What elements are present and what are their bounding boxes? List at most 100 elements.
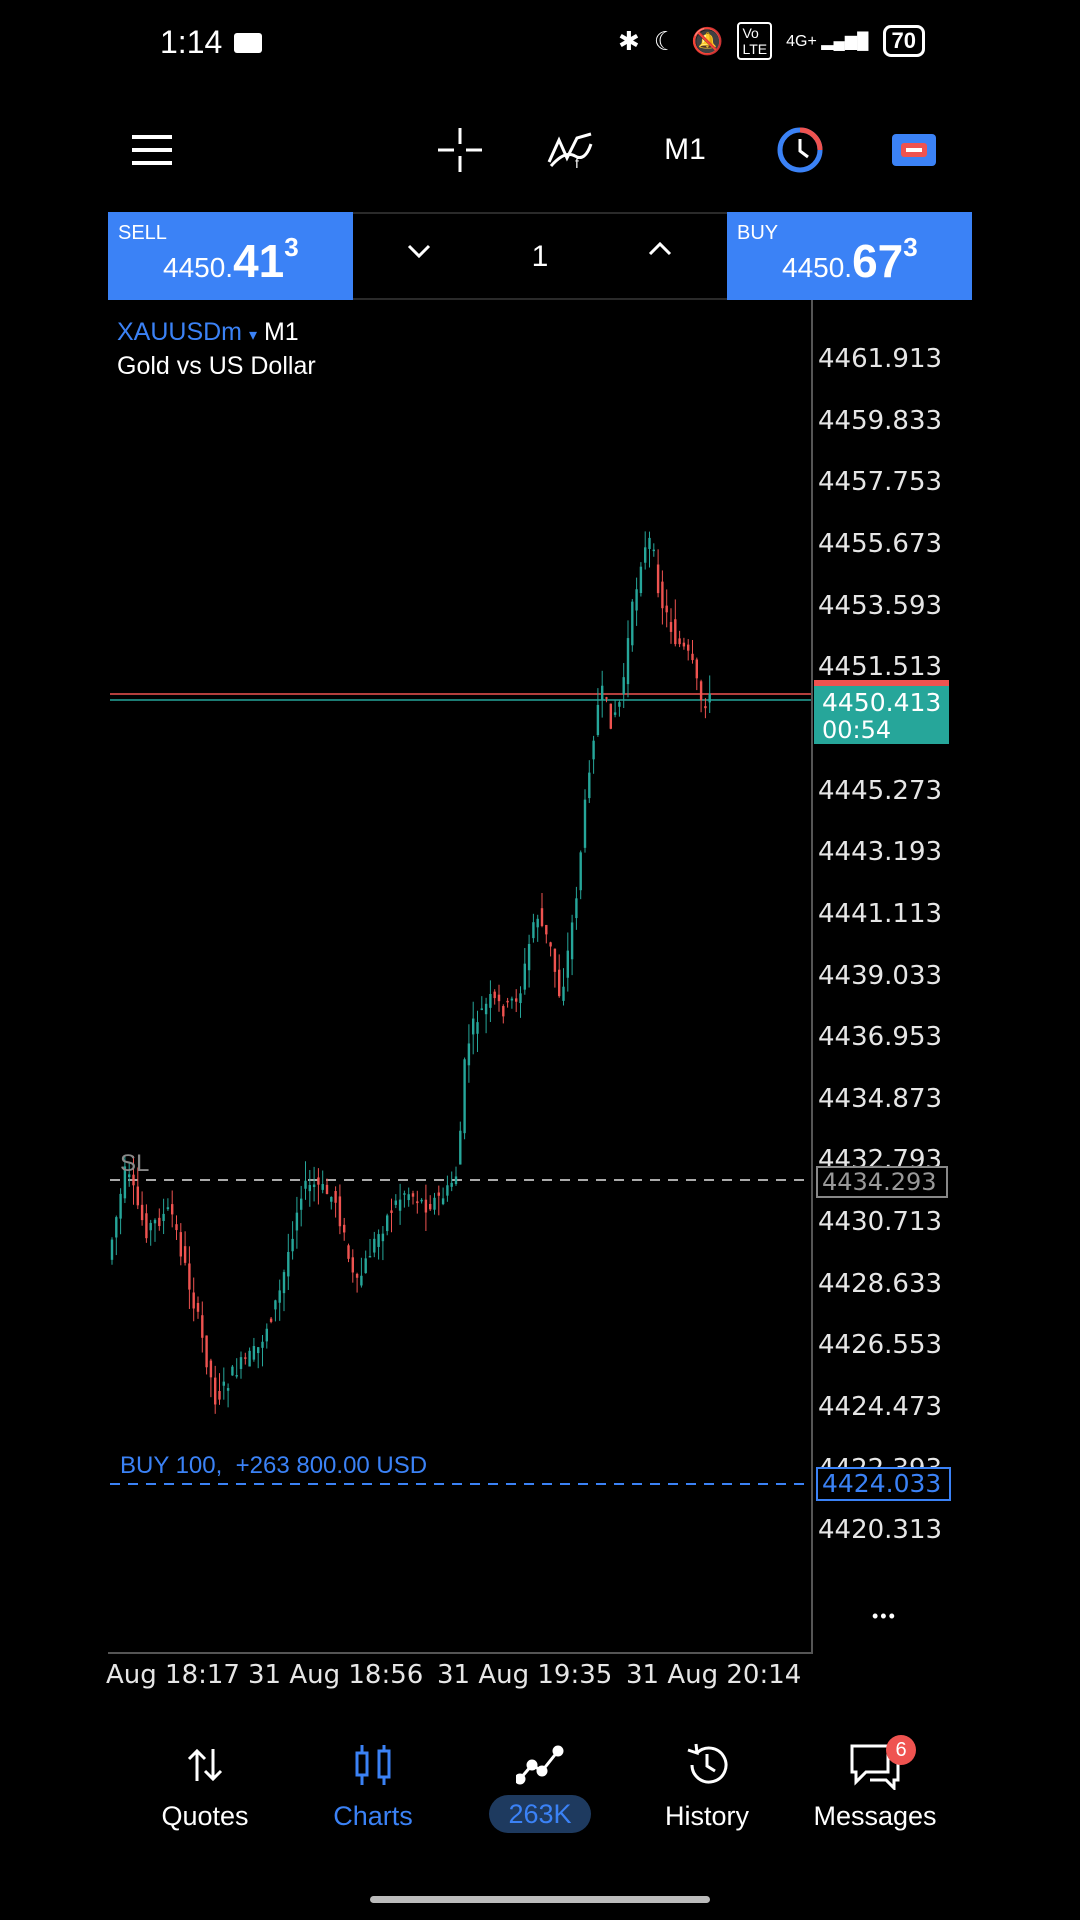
candle-body — [687, 644, 690, 651]
sell-price-big: 41 — [233, 235, 285, 287]
candle-body — [476, 1022, 479, 1034]
candle-body — [515, 998, 518, 1002]
candle-body — [128, 1174, 131, 1178]
candle-body — [196, 1302, 200, 1312]
sell-label: SELL — [118, 222, 167, 244]
crosshair-icon[interactable] — [430, 110, 490, 190]
chevron-up-icon[interactable] — [646, 236, 674, 269]
candle-body — [609, 703, 612, 729]
trade-icon — [455, 1735, 625, 1795]
messages-badge: 6 — [886, 1735, 916, 1765]
time-axis-label: 31 Aug 18:56 — [248, 1660, 424, 1690]
menu-icon[interactable] — [122, 110, 182, 190]
buy-label: BUY — [737, 222, 779, 244]
candle-body — [386, 1215, 389, 1232]
price-axis-divider — [811, 300, 813, 1652]
home-indicator[interactable] — [370, 1896, 710, 1903]
position-price-tag[interactable]: 4424.033 — [816, 1467, 951, 1501]
price-axis-label: 4453.593 — [818, 590, 943, 621]
candle-body — [605, 697, 608, 699]
one-click-trading-icon[interactable] — [770, 110, 830, 190]
candle-body — [601, 685, 604, 701]
bar-countdown: 00:54 — [822, 716, 892, 744]
candle-body — [558, 969, 561, 997]
candle-body — [682, 642, 686, 647]
candle-body — [639, 566, 643, 594]
candle-body — [527, 943, 531, 971]
candle-body — [424, 1199, 428, 1213]
candle-body — [519, 993, 522, 1004]
candle-body — [257, 1347, 260, 1354]
candle-body — [394, 1200, 397, 1205]
chart-symbol-header[interactable]: XAUUSDm ▾ M1 — [117, 318, 299, 347]
time-axis-line — [108, 1652, 813, 1654]
timeframe-button[interactable]: M1 — [664, 133, 706, 166]
nav-quotes-label: Quotes — [161, 1801, 249, 1831]
volume-control: 1 — [353, 212, 727, 300]
candle-body — [188, 1263, 191, 1290]
candle-body — [579, 852, 582, 891]
candle-body — [472, 1018, 475, 1035]
candle-body — [536, 918, 539, 928]
more-icon[interactable]: ••• — [872, 1606, 897, 1626]
candle-body — [592, 740, 595, 760]
candle-body — [123, 1166, 127, 1199]
candle-body — [635, 589, 638, 611]
nav-quotes[interactable]: Quotes — [120, 1735, 290, 1875]
candle-body — [248, 1350, 251, 1367]
charts-icon — [288, 1735, 458, 1795]
candle-body — [214, 1377, 217, 1405]
candle-body — [562, 986, 565, 1001]
candle-body — [656, 564, 660, 594]
candle-body — [648, 537, 651, 549]
candle-body — [265, 1328, 268, 1342]
sl-price-tag[interactable]: 4434.293 — [816, 1166, 948, 1198]
nav-trade[interactable]: 263K — [455, 1735, 625, 1875]
candlestick-chart[interactable] — [0, 0, 812, 1660]
price-axis-label: 4434.873 — [818, 1083, 943, 1114]
candle-body — [540, 908, 544, 926]
nav-history[interactable]: History — [622, 1735, 792, 1875]
time-axis-label: Aug 18:17 — [106, 1660, 240, 1690]
buy-button[interactable]: BUY 4450.673 — [727, 212, 972, 300]
candle-body — [308, 1185, 311, 1192]
candle-body — [338, 1196, 342, 1227]
volume-input[interactable]: 1 — [531, 240, 549, 273]
candle-body — [222, 1381, 225, 1386]
current-price: 4450.413 — [822, 688, 942, 717]
video-icon — [234, 33, 262, 53]
moon-icon: ☾ — [653, 25, 678, 56]
candle-body — [596, 704, 600, 736]
candle-body — [153, 1219, 157, 1224]
chevron-down-icon[interactable] — [405, 236, 433, 269]
sell-button[interactable]: SELL 4450.413 — [108, 212, 353, 300]
candle-body — [437, 1192, 440, 1196]
trade-panel-icon[interactable] — [884, 110, 944, 190]
candle-body — [282, 1272, 286, 1294]
price-axis-label: 4436.953 — [818, 1022, 943, 1053]
candle-body — [162, 1213, 165, 1221]
candle-body — [467, 1043, 471, 1066]
time-axis-label: 31 Aug 20:14 — [626, 1660, 802, 1690]
candle-body — [411, 1193, 415, 1197]
volte-icon: Vo LTE — [737, 22, 773, 60]
candle-body — [239, 1357, 243, 1369]
candle-body — [226, 1388, 230, 1391]
nav-charts-label: Charts — [333, 1801, 413, 1831]
candle-body — [532, 922, 535, 939]
candle-body — [398, 1199, 402, 1211]
candle-body — [549, 942, 552, 947]
nav-charts[interactable]: Charts — [288, 1735, 458, 1875]
position-label[interactable]: BUY 100, +263 800.00 USD — [120, 1452, 428, 1479]
indicators-icon[interactable]: f — [540, 110, 600, 190]
candle-body — [416, 1201, 419, 1204]
mute-icon: 🔕 — [691, 25, 724, 56]
candle-body — [459, 1130, 462, 1165]
price-axis-label: 4428.633 — [818, 1268, 943, 1299]
quotes-icon — [120, 1735, 290, 1795]
candle-body — [566, 950, 569, 978]
one-click-trade-panel: SELL 4450.413 1 BUY 4450.673 — [108, 212, 972, 300]
price-axis-label: 4443.193 — [818, 837, 943, 868]
candle-body — [553, 948, 557, 972]
nav-messages[interactable]: 6 Messages — [790, 1735, 960, 1875]
